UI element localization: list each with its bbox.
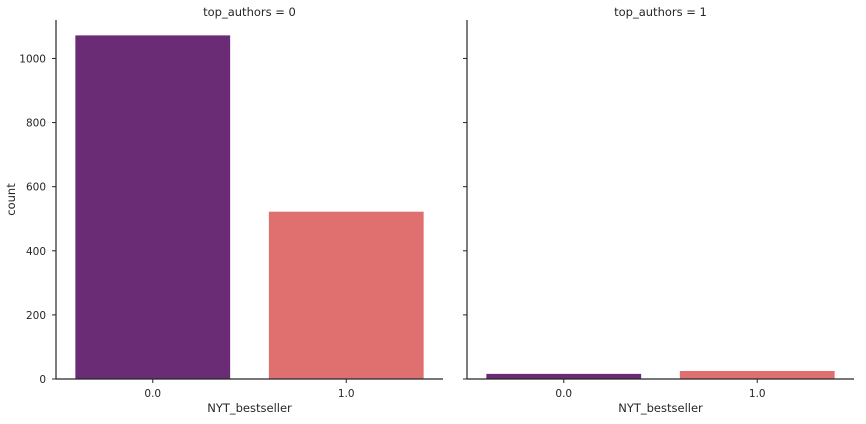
bar-panel0-1_0 bbox=[268, 211, 424, 379]
bar-panel1-1_0 bbox=[679, 370, 835, 379]
x-axis-label-panel1: NYT_bestseller bbox=[618, 401, 703, 415]
x-tick-label-panel0-1: 1.0 bbox=[338, 388, 355, 400]
bar-panel1-0_0 bbox=[486, 373, 642, 379]
x-axis-label-panel0: NYT_bestseller bbox=[207, 401, 292, 415]
bar-panel0-0_0 bbox=[75, 35, 231, 380]
panel-title-0: top_authors = 0 bbox=[203, 5, 296, 19]
y-tick-label-3: 600 bbox=[26, 182, 46, 194]
y-tick-label-4: 800 bbox=[26, 118, 46, 130]
y-tick-label-0: 0 bbox=[39, 374, 46, 386]
x-tick-label-panel1-0: 0.0 bbox=[555, 388, 572, 400]
y-axis-label: count bbox=[4, 183, 18, 216]
y-tick-label-1: 200 bbox=[26, 310, 46, 322]
panel-title-1: top_authors = 1 bbox=[614, 5, 707, 19]
x-tick-label-panel1-1: 1.0 bbox=[749, 388, 766, 400]
y-tick-label-5: 1000 bbox=[19, 53, 46, 65]
y-tick-label-2: 400 bbox=[26, 246, 46, 258]
x-tick-label-panel0-0: 0.0 bbox=[144, 388, 161, 400]
